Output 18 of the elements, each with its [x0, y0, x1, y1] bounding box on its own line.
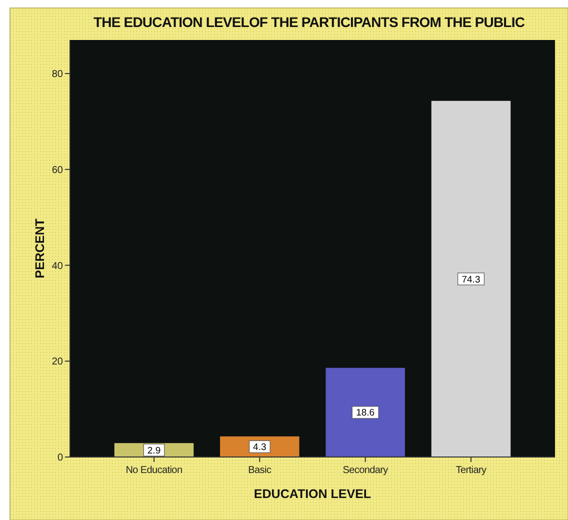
y-axis-title: PERCENT	[33, 218, 47, 278]
bar	[431, 100, 511, 457]
x-tick-label: No Education	[126, 465, 182, 476]
y-tick-label: 40	[52, 260, 64, 272]
data-label: 74.3	[462, 274, 480, 286]
data-label: 4.3	[253, 442, 266, 454]
data-label: 2.9	[147, 445, 161, 456]
x-axis-title: EDUCATION LEVEL	[254, 487, 372, 501]
y-tick-label: 0	[57, 452, 64, 464]
data-label: 18.6	[356, 408, 375, 419]
bar	[326, 368, 405, 457]
y-tick-label: 80	[52, 69, 64, 80]
chart-title: THE EDUCATION LEVELOF THE PARTICIPANTS FROM THE PUBLIC	[93, 14, 525, 30]
y-tick-label: 20	[52, 356, 64, 368]
x-tick-label: Basic	[248, 465, 272, 476]
x-tick-label: Secondary	[342, 465, 388, 476]
x-tick-label: Tertiary	[456, 465, 486, 476]
y-tick-label: 60	[52, 164, 64, 176]
